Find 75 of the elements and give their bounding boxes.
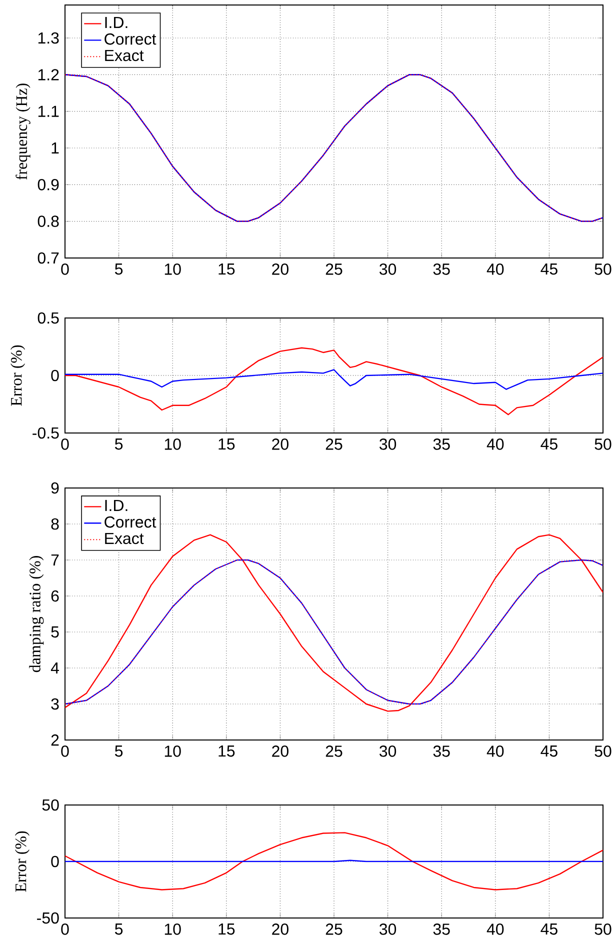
x-tick-label: 30	[380, 924, 396, 935]
x-tick-label: 20	[272, 438, 288, 450]
y-axis-title: frequency (Hz)	[16, 84, 30, 180]
x-tick-label: 45	[540, 924, 558, 935]
x-tick-label: 20	[272, 924, 288, 935]
x-tick-label: 40	[486, 746, 504, 757]
y-tick-label: 4	[50, 662, 59, 674]
x-tick-label: 5	[114, 746, 123, 757]
y-tick-label: 1	[52, 142, 59, 154]
y-tick-label: 8	[51, 518, 59, 530]
y-tick-label: 50	[42, 799, 59, 811]
x-tick-label: 40	[486, 264, 504, 275]
y-axis-title: Error (%)	[14, 831, 30, 892]
x-tick-label: 0	[61, 438, 69, 450]
y-tick-label: 9	[51, 482, 59, 494]
x-tick-label: 25	[326, 746, 342, 757]
x-tick-label: 0	[61, 924, 69, 935]
legend-label: Correct	[104, 33, 156, 45]
x-tick-label: 50	[594, 746, 612, 757]
x-tick-label: 35	[433, 924, 450, 935]
x-tick-label: 20	[272, 264, 288, 275]
x-tick-label: 50	[594, 264, 612, 275]
y-tick-label: -0.5	[32, 427, 59, 439]
x-tick-label: 45	[540, 746, 558, 757]
y-tick-label: 3	[51, 698, 59, 710]
x-tick-label: 50	[594, 924, 612, 935]
x-tick-label: 10	[164, 264, 181, 275]
x-tick-label: 30	[380, 264, 396, 275]
x-tick-label: 50	[594, 438, 612, 450]
x-tick-label: 0	[61, 746, 69, 757]
x-tick-label: 15	[218, 924, 235, 935]
y-tick-label: 6	[51, 590, 59, 602]
legend-label: Correct	[104, 516, 156, 528]
x-tick-label: 10	[164, 746, 181, 757]
x-tick-label: 40	[486, 924, 504, 935]
y-tick-label: 5	[51, 626, 59, 638]
x-tick-label: 0	[61, 264, 69, 275]
x-tick-label: 15	[218, 438, 235, 450]
x-tick-label: 15	[218, 264, 235, 275]
x-tick-label: 10	[164, 924, 181, 935]
x-tick-label: 25	[326, 438, 342, 450]
y-tick-label: 0.7	[38, 252, 59, 264]
x-tick-label: 35	[433, 264, 450, 275]
x-tick-label: 30	[380, 746, 396, 757]
y-tick-label: -50	[37, 912, 59, 924]
x-tick-label: 45	[540, 438, 558, 450]
y-tick-label: 0.5	[38, 312, 59, 324]
legend-label: Exact	[105, 532, 144, 544]
x-tick-label: 10	[164, 438, 181, 450]
x-tick-label: 45	[540, 264, 558, 275]
y-tick-label: 0	[51, 370, 59, 382]
x-tick-label: 5	[114, 924, 123, 935]
x-tick-label: 35	[433, 746, 450, 757]
y-tick-label: 0.8	[38, 216, 59, 227]
y-tick-label: 0	[51, 856, 59, 868]
x-tick-label: 5	[114, 264, 123, 275]
x-tick-label: 40	[486, 438, 504, 450]
x-tick-label: 25	[326, 264, 342, 275]
legend-label: I.D.	[105, 500, 128, 511]
legend-label: Exact	[105, 50, 144, 62]
y-axis-title: damping ratio (%)	[29, 556, 44, 672]
y-tick-label: 1.3	[38, 32, 59, 44]
y-tick-label: 2	[51, 734, 59, 746]
y-axis-title: Error (%)	[10, 345, 26, 406]
x-tick-label: 20	[272, 746, 288, 757]
x-tick-label: 15	[218, 746, 235, 757]
x-tick-label: 30	[380, 438, 396, 450]
y-tick-label: 1.1	[38, 106, 59, 117]
x-tick-label: 5	[114, 438, 123, 450]
x-tick-label: 35	[433, 438, 450, 450]
y-tick-label: 1.2	[38, 69, 59, 80]
x-tick-label: 25	[326, 924, 342, 935]
legend-label: I.D.	[105, 16, 128, 28]
y-tick-label: 7	[51, 554, 59, 566]
y-tick-label: 0.9	[38, 179, 59, 190]
